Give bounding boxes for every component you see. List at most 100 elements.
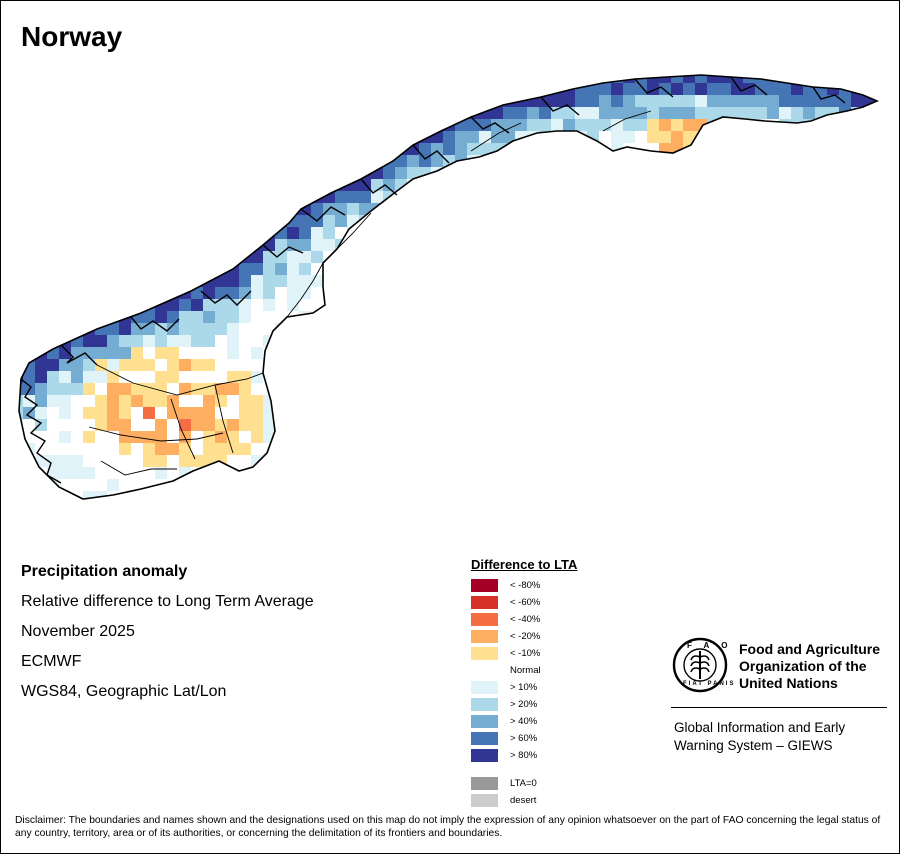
grid-cell xyxy=(47,503,59,511)
grid-cell xyxy=(95,383,107,395)
grid-cell xyxy=(47,155,59,167)
grid-cell xyxy=(527,479,539,491)
grid-cell xyxy=(239,359,251,371)
grid-cell xyxy=(647,251,659,263)
grid-cell xyxy=(815,143,827,155)
grid-cell xyxy=(815,323,827,335)
grid-cell xyxy=(95,371,107,383)
grid-cell xyxy=(251,83,263,95)
grid-cell xyxy=(179,395,191,407)
grid-cell xyxy=(359,443,371,455)
grid-cell xyxy=(779,287,791,299)
grid-cell xyxy=(875,323,877,335)
grid-cell xyxy=(635,467,647,479)
grid-cell xyxy=(19,359,23,371)
grid-cell xyxy=(803,323,815,335)
grid-cell xyxy=(875,491,877,499)
grid-cell xyxy=(19,131,23,143)
grid-cell xyxy=(767,491,779,499)
grid-cell xyxy=(455,143,467,155)
grid-cell xyxy=(407,503,419,511)
grid-cell xyxy=(599,215,611,227)
grid-cell xyxy=(371,359,383,371)
grid-cell xyxy=(767,395,779,407)
grid-cell xyxy=(491,131,503,143)
grid-cell xyxy=(131,503,143,511)
grid-cell xyxy=(539,395,551,407)
grid-cell xyxy=(443,491,455,499)
grid-cell xyxy=(347,479,359,491)
grid-cell xyxy=(371,75,383,83)
grid-cell xyxy=(263,143,275,155)
grid-cell xyxy=(647,371,659,383)
grid-cell xyxy=(19,455,23,467)
grid-cell xyxy=(515,287,527,299)
grid-cell xyxy=(359,431,371,443)
grid-cell xyxy=(755,335,767,347)
grid-cell xyxy=(839,263,851,275)
grid-cell xyxy=(107,479,119,491)
grid-cell xyxy=(659,359,671,371)
grid-cell xyxy=(155,179,167,191)
grid-cell xyxy=(491,419,503,431)
grid-cell xyxy=(431,239,443,251)
grid-cell xyxy=(479,395,491,407)
grid-cell xyxy=(779,107,791,119)
grid-cell xyxy=(359,395,371,407)
grid-cell xyxy=(743,311,755,323)
grid-cell xyxy=(191,371,203,383)
grid-cell xyxy=(335,107,347,119)
grid-cell xyxy=(839,503,851,511)
grid-cell xyxy=(575,323,587,335)
grid-cell xyxy=(407,359,419,371)
grid-cell xyxy=(683,119,695,131)
grid-cell xyxy=(503,443,515,455)
grid-cell xyxy=(575,191,587,203)
grid-cell xyxy=(359,239,371,251)
grid-cell xyxy=(335,491,347,499)
grid-cell xyxy=(311,407,323,419)
grid-cell xyxy=(275,419,287,431)
grid-cell xyxy=(743,143,755,155)
grid-cell xyxy=(623,263,635,275)
grid-cell xyxy=(119,227,131,239)
grid-cell xyxy=(299,455,311,467)
grid-cell xyxy=(851,275,863,287)
grid-cell xyxy=(695,251,707,263)
grid-cell xyxy=(311,371,323,383)
grid-cell xyxy=(539,371,551,383)
grid-cell xyxy=(383,371,395,383)
grid-cell xyxy=(263,455,275,467)
grid-cell xyxy=(155,143,167,155)
grid-cell xyxy=(719,251,731,263)
grid-cell xyxy=(407,239,419,251)
grid-cell xyxy=(443,443,455,455)
grid-cell xyxy=(71,239,83,251)
grid-cell xyxy=(431,143,443,155)
grid-cell xyxy=(719,323,731,335)
grid-cell xyxy=(767,407,779,419)
grid-cell xyxy=(443,131,455,143)
grid-cell xyxy=(551,251,563,263)
grid-cell xyxy=(383,203,395,215)
grid-cell xyxy=(23,143,35,155)
grid-cell xyxy=(599,299,611,311)
legend-row: Normal xyxy=(471,662,577,679)
grid-cell xyxy=(287,335,299,347)
grid-cell xyxy=(311,155,323,167)
grid-cell xyxy=(623,239,635,251)
grid-cell xyxy=(59,407,71,419)
grid-cell xyxy=(551,311,563,323)
grid-cell xyxy=(515,167,527,179)
grid-cell xyxy=(239,503,251,511)
grid-cell xyxy=(707,251,719,263)
grid-cell xyxy=(359,299,371,311)
grid-cell xyxy=(35,359,47,371)
grid-cell xyxy=(827,467,839,479)
grid-cell xyxy=(491,347,503,359)
grid-cell xyxy=(107,503,119,511)
grid-cell xyxy=(323,107,335,119)
grid-cell xyxy=(431,227,443,239)
grid-cell xyxy=(167,275,179,287)
grid-cell xyxy=(563,479,575,491)
